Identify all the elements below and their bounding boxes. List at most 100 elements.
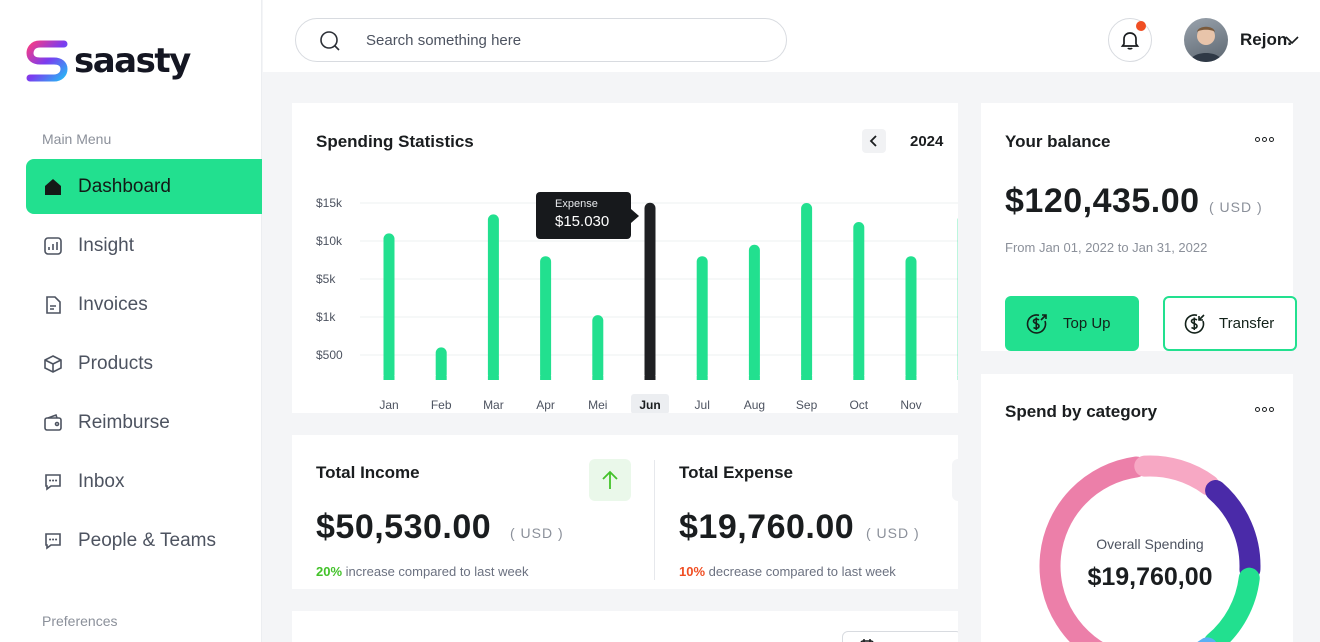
brand-name: saasty: [74, 41, 191, 81]
brand-logo[interactable]: saasty: [26, 40, 191, 82]
donut-segment[interactable]: [1205, 480, 1261, 580]
x-tick-highlight: [631, 394, 669, 413]
top-up-button[interactable]: Top Up: [1005, 296, 1139, 351]
x-tick-label: Sep: [796, 398, 818, 412]
bar-base: [748, 376, 760, 380]
income-trend-button[interactable]: [589, 459, 631, 501]
donut-center-value: $19,760,00: [1087, 563, 1213, 591]
date-filter-button[interactable]: [842, 631, 958, 642]
notification-button[interactable]: [1108, 18, 1152, 62]
bell-icon: [1120, 32, 1140, 50]
income-note: 20% increase compared to last week: [316, 564, 528, 579]
income-note-text: increase compared to last week: [345, 564, 529, 579]
x-tick-label: Jul: [695, 398, 710, 412]
year-prev-button[interactable]: [862, 129, 886, 153]
y-tick-label: $5k: [316, 272, 336, 286]
more-options-icon[interactable]: [1255, 407, 1274, 412]
donut-segment[interactable]: [1134, 455, 1220, 496]
x-tick-label: Jun: [639, 398, 660, 412]
bar-nov[interactable]: [905, 256, 917, 380]
chart-icon: [42, 235, 64, 257]
bar-base: [487, 376, 499, 380]
bar-feb[interactable]: [435, 347, 447, 380]
chart-tooltip: Expense $15.030: [536, 192, 639, 239]
spending-statistics-card: Spending Statistics 2024 $15k $10k $5k $1k $…: [292, 103, 958, 413]
more-options-icon[interactable]: [1255, 137, 1274, 142]
bar-jun[interactable]: [644, 202, 656, 380]
expense-trend-button[interactable]: [952, 459, 958, 501]
dollar-coin-icon: [1026, 313, 1047, 334]
x-tick-label: Nov: [900, 398, 921, 412]
search-input[interactable]: [366, 29, 766, 51]
sidebar-item-label: Insight: [78, 234, 134, 256]
x-tick-label: Apr: [536, 398, 555, 412]
main-nav: Dashboard Insight Invoices Products Reim…: [26, 159, 262, 572]
divider: [654, 460, 655, 580]
x-tick-label: Aug: [744, 398, 765, 412]
expense-title: Total Expense: [679, 463, 793, 482]
bar-jul[interactable]: [696, 256, 708, 380]
home-icon: [42, 176, 64, 198]
sidebar-item-inbox[interactable]: Inbox: [26, 454, 262, 509]
tooltip-label: Expense: [555, 198, 598, 210]
spending-chart: $15k $10k $5k $1k $500 Jan Feb Mar Apr Mei Jun Jul A…: [316, 196, 958, 413]
sidebar-item-reimburse[interactable]: Reimburse: [26, 395, 262, 450]
bar-base: [435, 376, 447, 380]
donut-center-label: Overall Spending: [1096, 536, 1204, 552]
bar-base: [383, 376, 395, 380]
x-tick-label: Jan: [379, 398, 398, 412]
sidebar-item-people-teams[interactable]: People & Teams: [26, 513, 262, 568]
chevron-down-icon[interactable]: [1284, 34, 1300, 46]
y-tick-label: $15k: [316, 196, 343, 210]
transfer-button[interactable]: Transfer: [1163, 296, 1297, 351]
balance-amount: $120,435.00: [1005, 182, 1200, 220]
dollar-transfer-icon: [1184, 313, 1205, 334]
bar-base: [644, 376, 656, 380]
donut-segment[interactable]: [1039, 456, 1147, 642]
x-tick-label: Oct: [849, 398, 868, 412]
y-tick-label: $10k: [316, 234, 343, 248]
sidebar-item-label: People & Teams: [78, 529, 217, 551]
bar-jan[interactable]: [383, 233, 395, 380]
top-up-label: Top Up: [1063, 315, 1111, 332]
income-amount: $50,530.00: [316, 508, 492, 546]
year-label: 2024: [910, 133, 944, 150]
sidebar-item-products[interactable]: Products: [26, 336, 262, 391]
sidebar: saasty Main Menu Dashboard Insight Invoi…: [0, 0, 262, 642]
bar-oct[interactable]: [853, 222, 865, 380]
balance-range: From Jan 01, 2022 to Jan 31, 2022: [1005, 240, 1208, 255]
user-name[interactable]: Rejon.: [1240, 30, 1292, 49]
bar-base: [540, 376, 552, 380]
wallet-icon: [42, 412, 64, 434]
y-tick-label: $500: [316, 348, 343, 362]
bar-aug[interactable]: [748, 244, 760, 380]
sidebar-item-insight[interactable]: Insight: [26, 218, 262, 273]
balance-card: Your balance $120,435.00 ( USD ) From Ja…: [981, 103, 1297, 351]
income-pct: 20%: [316, 564, 343, 579]
bar-base: [592, 376, 604, 380]
sidebar-item-label: Reimburse: [78, 411, 170, 433]
bar-mei[interactable]: [592, 315, 604, 380]
sidebar-item-label: Inbox: [78, 470, 125, 492]
bottom-card: [292, 611, 958, 642]
bar-base: [905, 376, 917, 380]
spend-by-category-card: Spend by category Overall Spending $19,7…: [981, 374, 1293, 642]
bar-apr[interactable]: [540, 256, 552, 380]
bar-sep[interactable]: [801, 203, 813, 380]
expense-amount: $19,760.00: [679, 508, 855, 546]
avatar[interactable]: [1184, 18, 1228, 62]
sidebar-item-dashboard[interactable]: Dashboard: [26, 159, 262, 214]
x-tick-label: Mar: [483, 398, 504, 412]
main-menu-heading: Main Menu: [42, 131, 112, 147]
y-tick-label: $1k: [316, 310, 336, 324]
income-expense-card: Total Income $50,530.00 ( USD ) 20% incr…: [292, 435, 958, 589]
bar-mar[interactable]: [487, 214, 499, 380]
chat-icon: [42, 471, 64, 493]
income-unit: ( USD ): [510, 525, 564, 541]
donut-segment[interactable]: [1203, 567, 1260, 642]
sidebar-item-invoices[interactable]: Invoices: [26, 277, 262, 332]
bar-base: [801, 376, 813, 380]
search-bar[interactable]: [295, 18, 787, 62]
income-title: Total Income: [316, 463, 420, 482]
document-icon: [42, 294, 64, 316]
